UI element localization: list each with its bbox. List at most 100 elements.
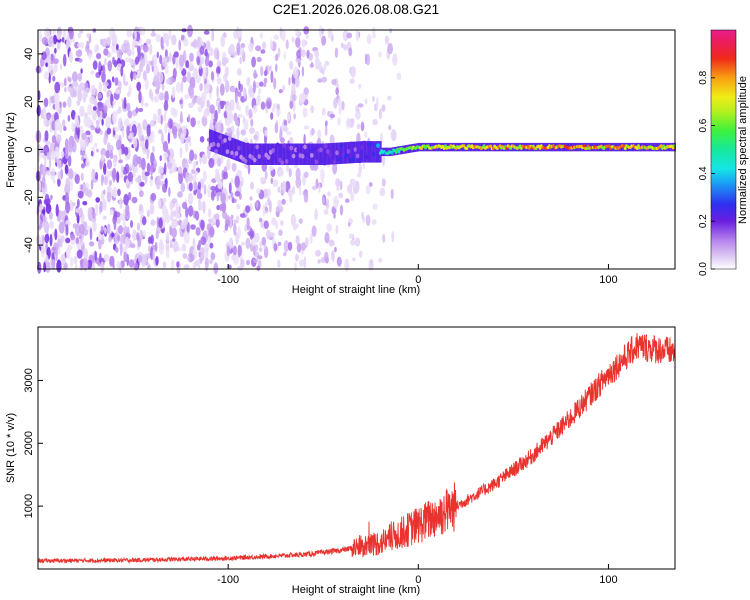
spectrogram-cell bbox=[114, 126, 120, 132]
spectrogram-cell bbox=[288, 191, 293, 203]
spectrogram-cell bbox=[125, 57, 129, 63]
spectrogram-cell bbox=[64, 164, 69, 175]
spectrogram-cell bbox=[203, 251, 209, 259]
spectrogram-cell bbox=[150, 234, 154, 245]
spectrogram-cell bbox=[83, 258, 89, 271]
spectrogram-cell bbox=[73, 255, 78, 265]
spectrogram-cell bbox=[351, 157, 355, 162]
spectrogram-cell bbox=[45, 255, 49, 262]
spectrogram-cell bbox=[233, 138, 235, 160]
spectrogram-cell bbox=[103, 163, 107, 175]
spectrogram-cell bbox=[376, 143, 380, 149]
spectrogram-cell bbox=[112, 100, 116, 106]
spectrogram-cell bbox=[277, 143, 279, 165]
spectrogram-cell bbox=[209, 129, 211, 151]
spectrogram-cell bbox=[144, 102, 149, 107]
spectrogram-cell bbox=[365, 184, 371, 195]
spectrogram-cell bbox=[162, 261, 167, 269]
spectrogram-cell bbox=[243, 142, 245, 164]
spectrogram-cell bbox=[260, 143, 262, 165]
spectrogram-cell bbox=[378, 257, 383, 263]
spectrogram-cell bbox=[263, 70, 268, 77]
spectrogram-cell bbox=[139, 61, 145, 68]
spectrogram-cell bbox=[295, 143, 298, 165]
y-tick-label: 3000 bbox=[23, 368, 35, 392]
spectrogram-cell bbox=[282, 143, 284, 165]
spectrogram-cell bbox=[77, 198, 80, 208]
spectrogram-cell bbox=[129, 58, 135, 66]
spectrogram-cell bbox=[65, 138, 69, 151]
spectrogram-cell bbox=[376, 96, 379, 109]
spectrogram-cell bbox=[264, 129, 268, 137]
spectrogram-cell bbox=[203, 83, 210, 95]
spectrogram-cell bbox=[92, 60, 98, 70]
spectrogram-cell bbox=[387, 42, 393, 55]
spectrogram-cell bbox=[158, 217, 163, 229]
spectrogram-cell bbox=[181, 243, 187, 252]
spectrogram-cell bbox=[346, 142, 348, 164]
spectrogram-cell bbox=[91, 263, 96, 271]
spectrogram-cell bbox=[42, 215, 47, 223]
spectrogram-cell bbox=[318, 25, 323, 39]
spectrogram-cell bbox=[62, 53, 67, 67]
spectrogram-cell bbox=[390, 129, 397, 142]
spectrogram-cell bbox=[350, 78, 355, 84]
spectrogram-cell bbox=[226, 245, 231, 257]
spectrogram-cell bbox=[368, 265, 374, 271]
spectrogram-cell bbox=[305, 151, 310, 157]
spectrogram-cell bbox=[60, 150, 65, 158]
spectrogram-cell bbox=[133, 72, 137, 81]
spectrogram-cell bbox=[65, 40, 70, 49]
spectrogram-cell bbox=[64, 77, 67, 87]
spectrogram-cell bbox=[286, 131, 292, 136]
spectrogram-cell bbox=[254, 82, 260, 89]
spectrogram-cell bbox=[378, 108, 383, 120]
spectrogram-cell bbox=[169, 239, 173, 248]
spectrogram-cell bbox=[248, 108, 253, 119]
spectrogram-cell bbox=[344, 153, 348, 159]
spectrogram-cell bbox=[94, 171, 99, 180]
spectrogram-cell bbox=[123, 97, 127, 110]
spectrogram-cell bbox=[253, 232, 260, 243]
spectrogram-cell bbox=[217, 179, 223, 190]
spectrogram-cell bbox=[214, 213, 220, 220]
spectrogram-cell bbox=[136, 232, 140, 242]
spectrogram-cell bbox=[309, 63, 314, 68]
spectrogram-cell bbox=[338, 192, 344, 199]
spectrogram-cell bbox=[195, 210, 200, 221]
spectrogram-cell bbox=[112, 167, 117, 181]
spectrogram-cell bbox=[168, 29, 172, 41]
spectrogram-cell bbox=[323, 143, 328, 149]
spectrogram-cell bbox=[362, 215, 365, 223]
spectrogram-cell bbox=[274, 122, 279, 134]
spectrogram-cell bbox=[271, 143, 274, 165]
snr-background bbox=[38, 327, 675, 569]
spectrogram-cell bbox=[74, 263, 78, 270]
spectrogram-cell bbox=[198, 201, 204, 211]
spectrogram-cell bbox=[277, 259, 281, 268]
spectrogram-cell bbox=[107, 142, 111, 153]
spectrogram-cell bbox=[79, 42, 85, 49]
spectrogram-cell bbox=[117, 48, 123, 61]
spectrogram-cell bbox=[116, 44, 119, 51]
spectrogram-cell bbox=[309, 143, 311, 165]
spectrogram-cell bbox=[94, 250, 97, 262]
spectrogram-cell bbox=[193, 39, 198, 49]
spectrogram-cell bbox=[273, 143, 275, 165]
spectrogram-cell bbox=[236, 42, 241, 53]
spectrogram-cell bbox=[80, 184, 84, 190]
spectrogram-cell bbox=[48, 211, 53, 220]
spectrogram-cell bbox=[203, 30, 210, 35]
spectrogram-cell bbox=[303, 143, 306, 165]
spectrogram-cell bbox=[241, 141, 243, 163]
spectrogram-cell bbox=[297, 143, 299, 165]
spectrogram-cell bbox=[245, 205, 251, 213]
spectrogram-cell bbox=[106, 191, 112, 203]
spectrogram-cell bbox=[88, 53, 93, 60]
spectrogram-cell bbox=[87, 259, 93, 269]
spectrogram-cell bbox=[114, 134, 120, 140]
spectrogram-cell bbox=[280, 220, 284, 226]
spectrogram-cell bbox=[239, 56, 242, 65]
spectrogram-cell bbox=[41, 51, 47, 61]
